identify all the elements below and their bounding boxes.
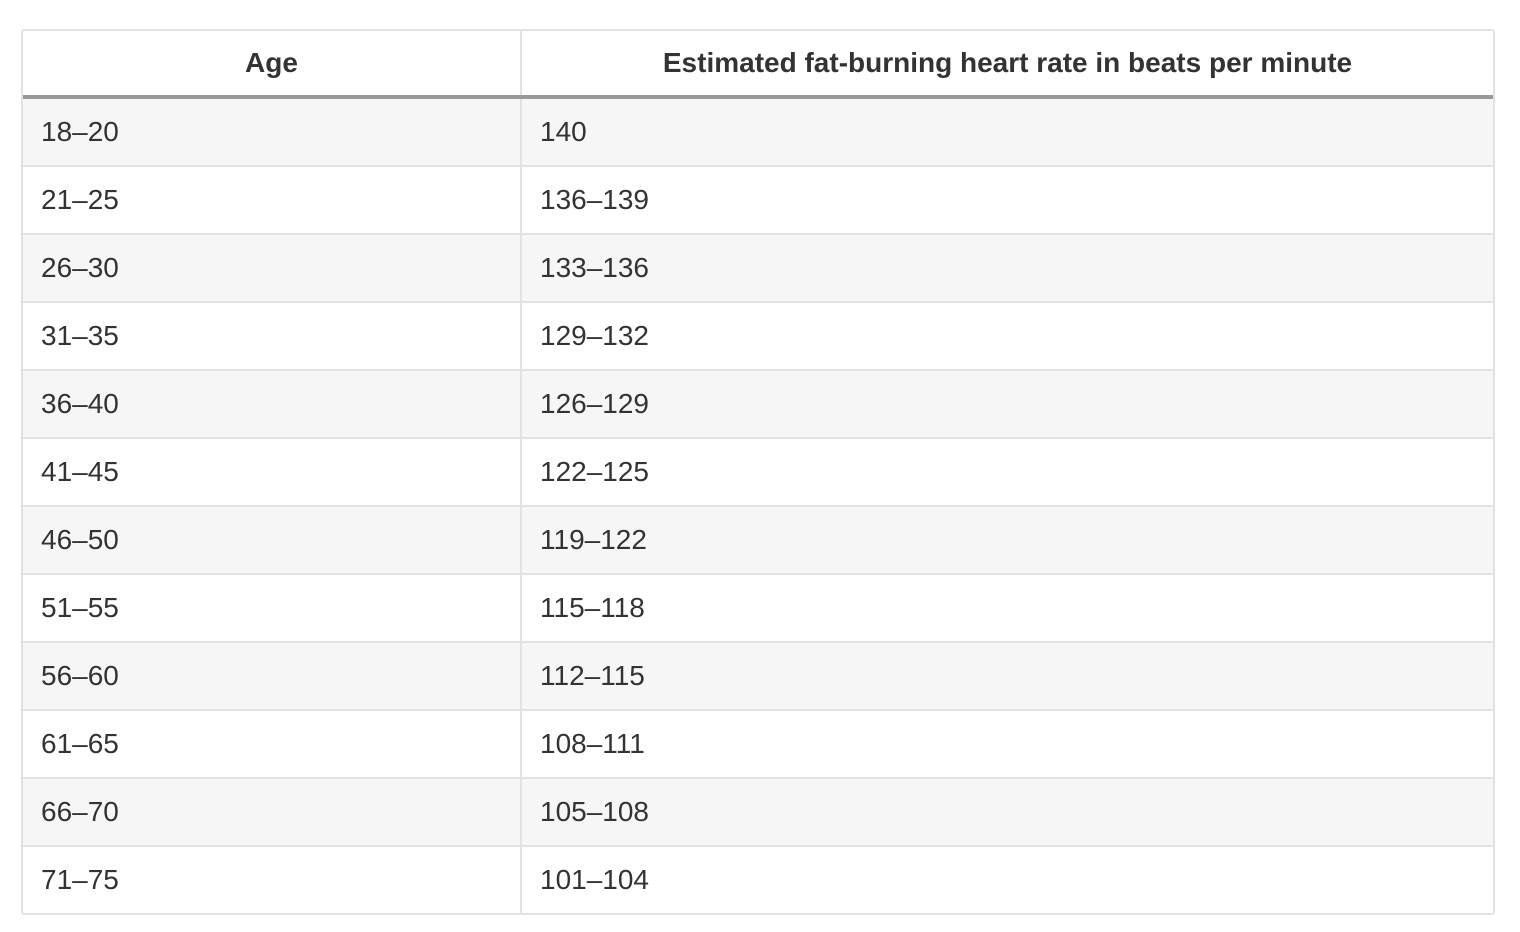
table-row: 31–35 129–132 [23,301,1493,370]
table-row: 26–30 133–136 [23,233,1493,302]
table-cell: 140 [521,97,1493,166]
table-body: 18–20 140 21–25 136–139 26–30 133–136 31–35 129… [23,97,1493,913]
table-cell: 133–136 [521,233,1493,302]
table-cell: 61–65 [23,709,522,778]
table-cell: 122–125 [521,437,1493,506]
table-cell: 36–40 [23,369,522,438]
table-cell: 46–50 [23,505,522,574]
table-cell: 115–118 [521,573,1493,642]
table-cell: 66–70 [23,777,522,846]
table-cell: 108–111 [521,709,1493,778]
table-row: 46–50 119–122 [23,505,1493,574]
table-cell: 31–35 [23,301,522,370]
table-cell: 71–75 [23,845,522,913]
table-cell: 126–129 [521,369,1493,438]
table-cell: 119–122 [521,505,1493,574]
table-row: 71–75 101–104 [23,845,1493,913]
heart-rate-table: Age Estimated fat-burning heart rate in b… [23,31,1493,913]
table-cell: 105–108 [521,777,1493,846]
table-cell: 129–132 [521,301,1493,370]
table-cell: 136–139 [521,165,1493,234]
header-cell: Age [23,31,522,99]
header-cell: Estimated fat-burning heart rate in beat… [521,31,1493,99]
table-cell: 26–30 [23,233,522,302]
table-row: 61–65 108–111 [23,709,1493,778]
table-cell: 18–20 [23,97,522,166]
table-container: Age Estimated fat-burning heart rate in b… [21,29,1495,915]
table-row: 21–25 136–139 [23,165,1493,234]
table-row: 66–70 105–108 [23,777,1493,846]
table-cell: 101–104 [521,845,1493,913]
table-row: 51–55 115–118 [23,573,1493,642]
header-row: Age Estimated fat-burning heart rate in b… [23,31,1493,99]
table-row: 56–60 112–115 [23,641,1493,710]
table-cell: 56–60 [23,641,522,710]
table-cell: 21–25 [23,165,522,234]
table-row: 41–45 122–125 [23,437,1493,506]
table-cell: 51–55 [23,573,522,642]
table-cell: 112–115 [521,641,1493,710]
table-row: 18–20 140 [23,97,1493,166]
table-cell: 41–45 [23,437,522,506]
table-row: 36–40 126–129 [23,369,1493,438]
table-header: Age Estimated fat-burning heart rate in b… [23,31,1493,99]
